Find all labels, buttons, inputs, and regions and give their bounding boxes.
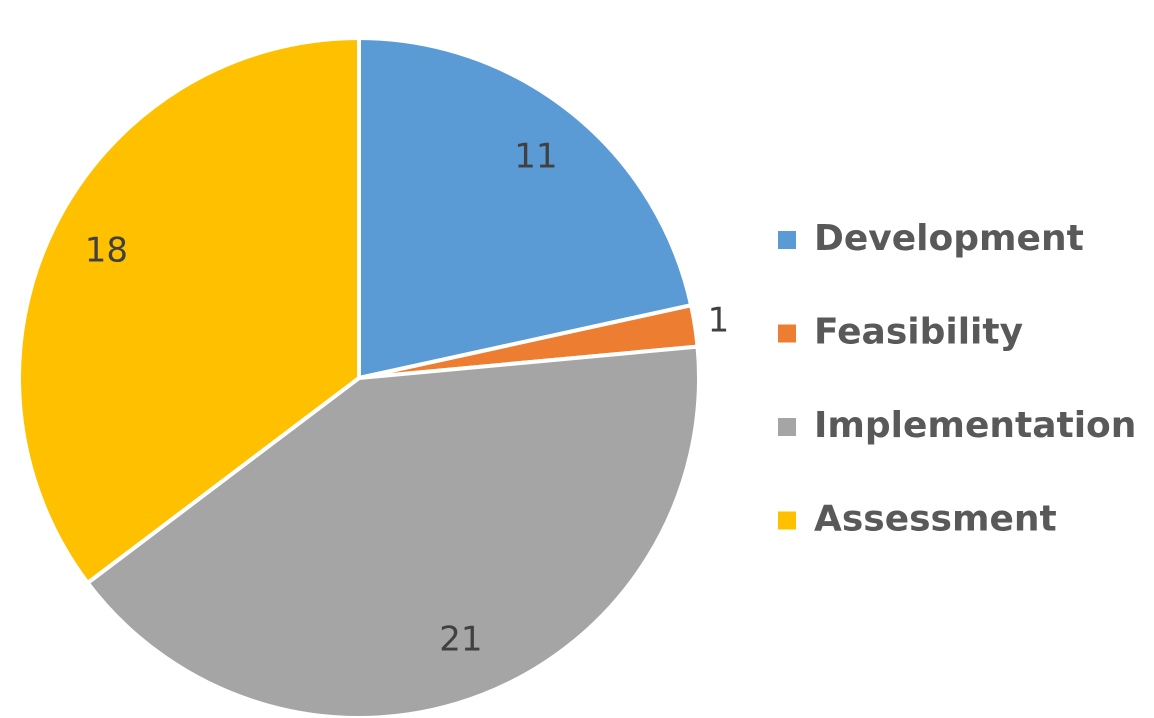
data-label: 21 xyxy=(439,620,482,660)
pie-slice xyxy=(357,36,694,380)
data-label: 1 xyxy=(708,301,730,341)
pie-slice xyxy=(85,344,701,718)
pie-slice xyxy=(17,36,361,585)
data-label: 18 xyxy=(85,231,128,271)
legend-swatch xyxy=(778,418,796,436)
legend-label: Development xyxy=(814,218,1084,259)
legend-swatch xyxy=(778,324,796,343)
legend-label: Feasibility xyxy=(814,312,1023,353)
legend-swatch xyxy=(778,511,796,530)
legend-label: Assessment xyxy=(814,499,1057,540)
data-label: 11 xyxy=(514,137,557,177)
legend-label: Implementation xyxy=(814,405,1136,446)
legend-swatch xyxy=(778,231,796,249)
